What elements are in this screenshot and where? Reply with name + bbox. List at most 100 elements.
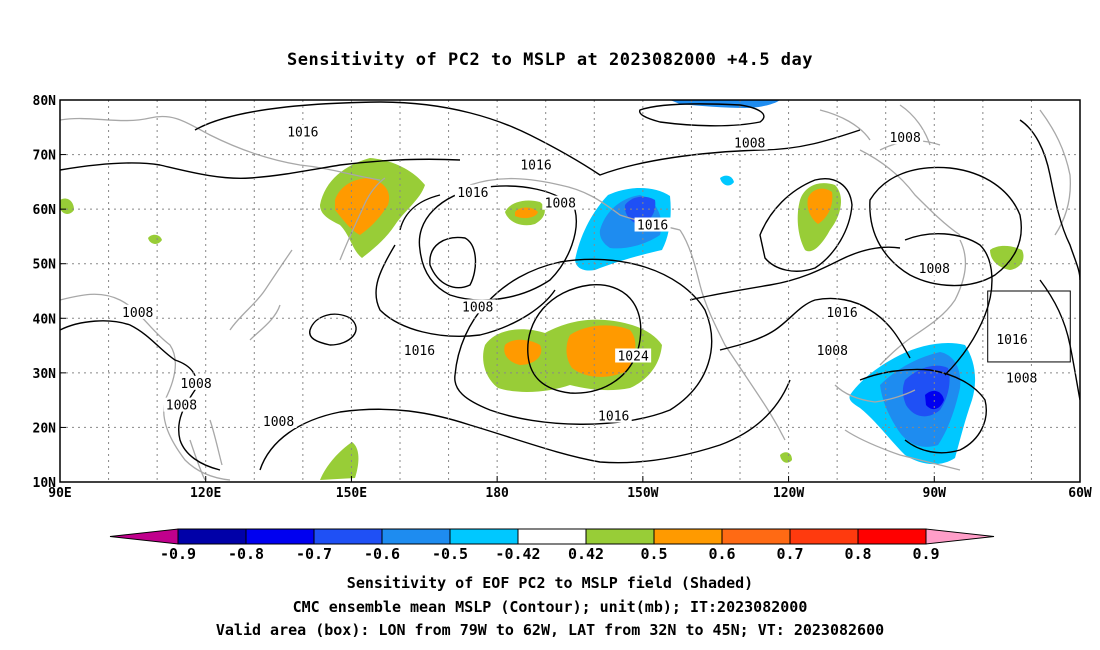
lon-label: 150W [627, 486, 658, 501]
contour-label-bg [518, 157, 554, 172]
colorbar-swatch [381, 528, 451, 545]
contour-na-1016-west [689, 246, 901, 301]
colorbar-swatch [245, 528, 315, 545]
contour-label-bg [615, 348, 652, 363]
contour-label: 1008 [1006, 371, 1037, 386]
lat-label: 80N [33, 94, 57, 109]
colorbar-swatch [653, 528, 723, 545]
colorbar-label: 0.9 [912, 545, 939, 563]
colorbar-swatch [313, 528, 383, 545]
contour-asia-1008 [60, 320, 221, 471]
contour-label-bg [119, 304, 156, 319]
contour-label-bg [824, 304, 860, 319]
shade-orange-nepac-east [566, 325, 636, 377]
sensitivity-shading [60, 100, 1024, 480]
lon-label: 60W [1068, 486, 1092, 501]
lat-label: 60N [33, 203, 57, 218]
contour-label-bg [163, 397, 200, 412]
contour-canada-1008 [759, 178, 853, 272]
shade-orange-bering [515, 207, 538, 219]
map-axes: 90E 120E 150E 180 150W 120W 90W 60W 80N 70N 60N 50N… [33, 94, 1092, 501]
contour-label: 1008 [462, 300, 493, 315]
coast-arctic-islands [819, 104, 931, 146]
coast-na-west [679, 229, 786, 441]
contour-nepac-1016 [454, 258, 713, 425]
coast-siberia [60, 115, 381, 181]
contour-label: 1016 [826, 306, 857, 321]
contour-label: 1016 [520, 158, 551, 173]
contour-label-bg [595, 408, 632, 423]
coast-philippines [189, 419, 223, 481]
shade-orange-nepac-west [504, 339, 542, 365]
shade-orange-canada [807, 188, 833, 224]
contour-label-bg [887, 130, 924, 145]
colorbar: -0.9 -0.8 -0.7 -0.6 -0.5 -0.42 0.42 0.5 0.6 0.7 0.… [109, 528, 995, 563]
colorbar-label: -0.7 [296, 545, 332, 563]
shade-positive-small2 [148, 234, 162, 244]
colorbar-label: -0.42 [495, 545, 540, 563]
caption-valid-area: Valid area (box): LON from 79W to 62W, L… [215, 621, 885, 639]
lat-label: 10N [33, 476, 57, 491]
coastlines [60, 104, 1071, 481]
contour-label-bg [542, 195, 579, 210]
contour-label: 1008 [545, 197, 576, 212]
contour-label-bg [459, 299, 496, 314]
contour-westpac-1016 [259, 379, 791, 471]
colorbar-label: -0.5 [432, 545, 468, 563]
contour-na-1008 [719, 297, 911, 359]
contour-greenland [1019, 119, 1080, 281]
coast-gulf-mexico [834, 384, 961, 471]
lat-label: 40N [33, 312, 57, 327]
contour-label: 1016 [598, 410, 629, 425]
contour-label-bg [994, 332, 1030, 347]
colorbar-label: -0.9 [160, 545, 196, 563]
coast-na-east [879, 239, 967, 366]
chart-title: Sensitivity of PC2 to MSLP at 2023082000… [286, 50, 813, 70]
contour-1016-west [60, 158, 461, 180]
colorbar-label: 0.42 [568, 545, 604, 563]
lon-label: 90W [923, 486, 947, 501]
lon-label: 120W [773, 486, 804, 501]
shade-negative-small1 [720, 175, 734, 186]
shade-orange-kamchatka [335, 178, 390, 235]
contour-arctic-1008 [638, 103, 765, 127]
contour-label-bg [1003, 370, 1040, 385]
coast-greenland [1039, 109, 1071, 236]
contour-nepac-1024 [527, 284, 642, 394]
lon-label: 180 [485, 486, 509, 501]
lon-label: 90E [48, 486, 71, 501]
lat-label: 20N [33, 421, 57, 436]
contour-label-bg [814, 343, 851, 358]
contour-label: 1016 [996, 333, 1027, 348]
contour-label: 1008 [122, 306, 153, 321]
coast-kamchatka [339, 177, 386, 261]
contour-label-bg [454, 184, 491, 199]
lon-label: 150E [336, 486, 367, 501]
contour-label: 1016 [287, 126, 318, 141]
contour-label: 1008 [166, 399, 197, 414]
contour-arctic-1016 [194, 101, 861, 176]
contour-label: 1016 [637, 219, 668, 234]
colorbar-swatch [517, 528, 587, 545]
contour-atlantic-1008-south [859, 368, 987, 454]
colorbar-label: -0.8 [228, 545, 264, 563]
colorbar-swatch [857, 528, 927, 545]
contour-labels: 1016 1016 1016 1008 1016 1008 1008 1008 1008 1008… [119, 124, 1040, 430]
colorbar-arrow-low [109, 528, 179, 545]
lon-label: 120E [190, 486, 221, 501]
contour-label: 1008 [817, 344, 848, 359]
contour-label: 1008 [734, 137, 765, 152]
caption-shading: Sensitivity of EOF PC2 to MSLP field (Sh… [346, 574, 754, 592]
contour-label: 1008 [889, 131, 920, 146]
contour-label-bg [284, 124, 321, 139]
contour-west-1016 [309, 313, 357, 346]
contour-label-bg [260, 413, 297, 428]
contour-label-bg [916, 261, 953, 276]
contour-label: 1016 [457, 186, 488, 201]
colorbar-swatch [585, 528, 655, 545]
contour-label: 1016 [404, 344, 435, 359]
lat-label: 30N [33, 367, 57, 382]
colorbar-label: 0.5 [640, 545, 667, 563]
contour-label: 1008 [919, 262, 950, 277]
